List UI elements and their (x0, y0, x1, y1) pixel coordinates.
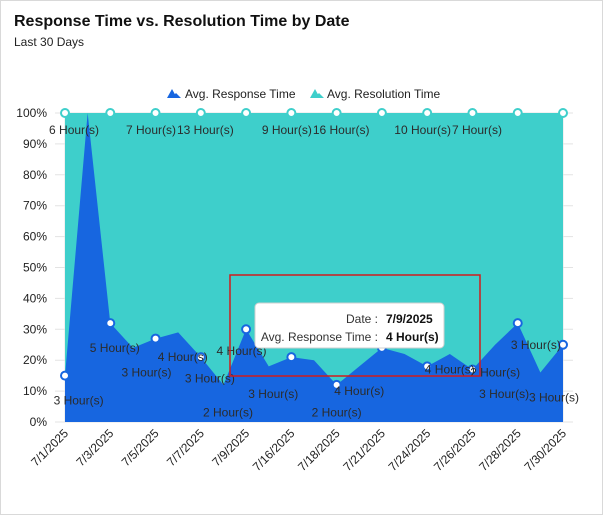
resolution-data-label: 7 Hour(s) (126, 123, 176, 137)
resolution-data-label: 7 Hour(s) (452, 123, 502, 137)
tooltip-box (254, 302, 445, 349)
response-point (331, 379, 342, 390)
tooltip-date-value: 7/9/2025 (386, 312, 433, 326)
x-tick-label: 7/21/2025 (340, 426, 388, 474)
legend-swatch-resolution (310, 89, 324, 98)
y-tick-label: 90% (23, 137, 47, 151)
x-tick-label: 7/1/2025 (28, 426, 71, 469)
response-data-label: 4 Hour(s) (158, 350, 208, 364)
resolution-data-label: 9 Hour(s) (262, 123, 312, 137)
y-tick-label: 80% (23, 168, 47, 182)
response-data-label: 3 Hour(s) (479, 387, 529, 401)
resolution-point (150, 108, 161, 118)
x-tick-label: 7/7/2025 (164, 426, 207, 469)
response-data-label: 4 Hour(s) (217, 344, 267, 358)
legend-swatch-response (167, 89, 181, 98)
legend-label-resolution: Avg. Resolution Time (327, 87, 440, 101)
y-tick-label: 20% (23, 353, 47, 367)
response-point (558, 339, 568, 350)
resolution-point (286, 108, 297, 118)
response-point (422, 361, 433, 372)
y-tick-label: 60% (23, 230, 47, 244)
response-data-label: 3 Hour(s) (511, 338, 561, 352)
response-point (105, 318, 116, 329)
response-data-label: 2 Hour(s) (312, 406, 362, 420)
tooltip-metric-label: Avg. Response Time : (261, 330, 378, 344)
y-tick-label: 70% (23, 199, 47, 213)
response-data-label: 3 Hour(s) (529, 390, 579, 404)
x-tick-label: 7/26/2025 (431, 426, 479, 474)
resolution-point (467, 108, 478, 118)
chart-title: Response Time vs. Resolution Time by Dat… (14, 13, 350, 30)
y-tick-label: 50% (23, 261, 47, 275)
y-tick-label: 10% (23, 384, 47, 398)
x-tick-label: 7/24/2025 (386, 426, 434, 474)
highlight-box (229, 274, 481, 377)
chart-subtitle: Last 30 Days (14, 35, 85, 49)
response-point (467, 364, 478, 375)
response-data-label: 4 Hour(s) (334, 384, 384, 398)
response-data-label: 2 Hour(s) (203, 406, 253, 420)
x-tick-label: 7/18/2025 (295, 426, 343, 474)
y-tick-label: 30% (23, 322, 47, 336)
resolution-point (195, 108, 206, 118)
legend-label-response: Avg. Response Time (185, 87, 296, 101)
x-tick-label: 7/3/2025 (73, 426, 116, 469)
response-data-label: 3 Hour(s) (185, 372, 235, 386)
tooltip-date-label: Date : (346, 312, 378, 326)
x-tick-label: 7/9/2025 (209, 426, 252, 469)
response-data-label: 3 Hour(s) (54, 393, 104, 407)
response-point (241, 324, 252, 335)
response-point (286, 352, 297, 363)
response-data-label: 3 Hour(s) (248, 387, 298, 401)
response-data-label: 2 Hour(s) (470, 366, 520, 380)
resolution-point (60, 108, 70, 118)
resolution-data-label: 6 Hour(s) (49, 123, 99, 137)
response-data-label: 3 Hour(s) (121, 366, 171, 380)
response-point (60, 370, 70, 381)
x-tick-label: 7/16/2025 (250, 426, 298, 474)
response-data-label: 4 Hour(s) (425, 362, 475, 376)
tooltip-metric-value: 4 Hour(s) (386, 330, 439, 344)
x-tick-label: 7/28/2025 (476, 426, 524, 474)
resolution-point (512, 108, 523, 118)
y-tick-label: 0% (30, 415, 48, 429)
response-point (195, 352, 206, 363)
y-tick-label: 40% (23, 291, 47, 305)
resolution-point (376, 108, 387, 118)
resolution-point (422, 108, 433, 118)
response-point (150, 333, 161, 344)
y-tick-label: 100% (16, 106, 47, 120)
x-tick-label: 7/5/2025 (119, 426, 162, 469)
x-tick-label: 7/30/2025 (521, 426, 569, 474)
resolution-point (331, 108, 342, 118)
resolution-data-label: 10 Hour(s) (394, 123, 451, 137)
response-point (512, 318, 523, 329)
resolution-point (558, 108, 568, 118)
resolution-data-label: 16 Hour(s) (313, 123, 370, 137)
response-area (65, 113, 563, 422)
resolution-point (241, 108, 252, 118)
response-data-label: 5 Hour(s) (90, 341, 140, 355)
resolution-point (105, 108, 116, 118)
resolution-data-label: 13 Hour(s) (177, 123, 234, 137)
